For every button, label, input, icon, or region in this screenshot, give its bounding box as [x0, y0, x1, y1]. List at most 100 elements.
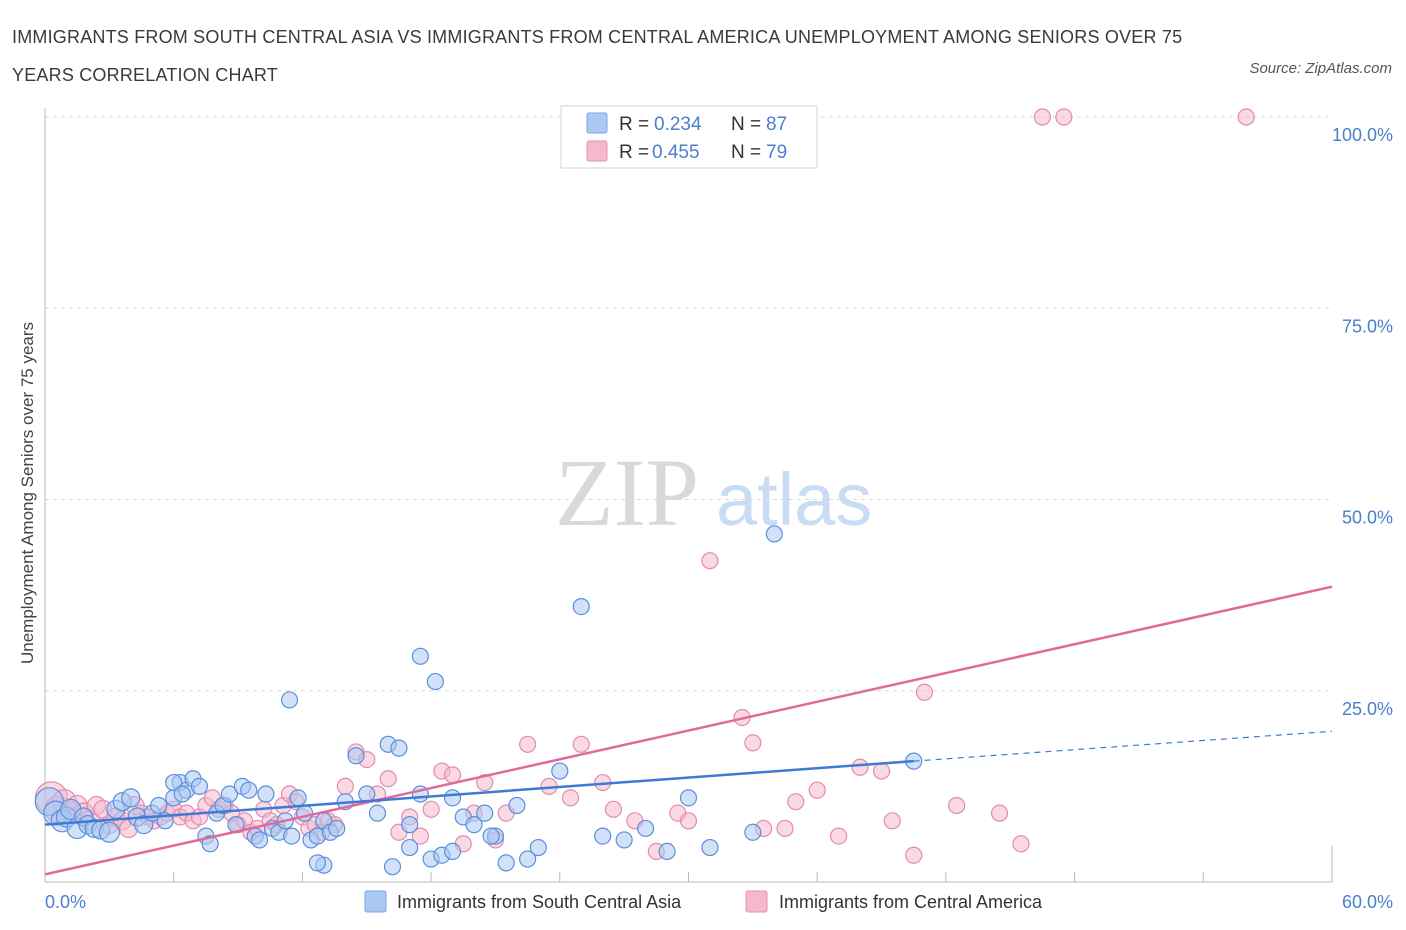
- stats-n-label-blue: N =: [731, 114, 761, 135]
- data-point-central-america: [905, 846, 923, 864]
- data-point-south-central-asia: [383, 858, 402, 876]
- trend-line-south-central-asia-extension: [913, 730, 1333, 762]
- data-point-south-central-asia: [476, 804, 494, 822]
- legend-item-south-central-asia[interactable]: Immigrants from South Central Asia: [364, 890, 682, 913]
- data-point-central-america: [379, 770, 397, 788]
- data-point-south-central-asia: [572, 597, 590, 616]
- data-point-central-america: [1012, 835, 1030, 853]
- data-point-south-central-asia: [482, 827, 500, 845]
- data-point-south-central-asia: [701, 838, 719, 857]
- data-point-south-central-asia: [289, 789, 307, 807]
- data-point-south-central-asia: [173, 785, 191, 803]
- stats-legend: R = 0.234 N = 87 R = 0.455 N = 79: [560, 105, 818, 169]
- legend-swatch-blue: [364, 890, 387, 913]
- data-point-central-america: [1055, 108, 1073, 126]
- data-point-south-central-asia: [658, 842, 676, 861]
- data-point-south-central-asia: [594, 827, 612, 845]
- data-point-central-america: [572, 735, 590, 753]
- data-point-central-america: [915, 683, 934, 701]
- data-point-central-america: [422, 800, 440, 818]
- trend-lines: [44, 585, 1333, 876]
- data-point-central-america: [830, 827, 848, 845]
- data-point-central-america: [604, 800, 623, 818]
- trend-line-central-america: [44, 585, 1333, 876]
- data-point-central-america: [776, 819, 794, 838]
- data-point-central-america: [787, 793, 805, 811]
- legend-item-central-america[interactable]: Immigrants from Central America: [745, 890, 1043, 913]
- stats-r-value-blue: 0.234: [654, 114, 702, 135]
- watermark-zip: ZIP: [555, 439, 699, 546]
- data-point-south-central-asia: [250, 831, 269, 849]
- data-point-south-central-asia: [636, 819, 655, 838]
- x-tick-label: 60.0%: [1342, 892, 1393, 912]
- data-point-south-central-asia: [443, 789, 462, 807]
- data-point-central-america: [411, 827, 429, 845]
- data-point-south-central-asia: [508, 796, 526, 815]
- data-point-south-central-asia: [190, 777, 209, 795]
- data-point-central-america: [336, 777, 354, 795]
- data-point-south-central-asia: [368, 804, 387, 822]
- stats-r-label-blue: R =: [619, 114, 649, 135]
- stats-r-value-pink: 0.455: [652, 142, 700, 163]
- data-point-south-central-asia: [551, 762, 569, 780]
- y-tick-label: 100.0%: [1332, 125, 1393, 145]
- data-point-central-america: [519, 735, 537, 753]
- data-point-south-central-asia: [220, 785, 239, 803]
- data-point-south-central-asia: [529, 838, 547, 857]
- stats-legend-blue-swatch: [586, 112, 608, 134]
- data-point-central-america: [679, 812, 698, 830]
- source-label: Source: ZipAtlas.com: [1249, 60, 1392, 77]
- legend-swatch-pink: [745, 890, 768, 913]
- data-point-central-america: [443, 766, 462, 784]
- x-tick-label: 0.0%: [45, 892, 86, 912]
- x-tick-marks: [173, 846, 1333, 882]
- data-point-south-central-asia: [765, 525, 783, 543]
- gridlines: [45, 116, 1332, 692]
- data-point-south-central-asia: [283, 827, 301, 845]
- stats-n-value-blue: 87: [766, 114, 787, 135]
- data-point-central-america: [872, 762, 891, 780]
- data-point-south-central-asia: [308, 854, 327, 872]
- data-point-central-america: [948, 796, 966, 815]
- stats-n-value-pink: 79: [766, 142, 787, 163]
- data-point-south-central-asia: [519, 850, 537, 868]
- y-axis-label: Unemployment Among Seniors over 75 years: [18, 322, 37, 664]
- data-point-south-central-asia: [150, 796, 168, 815]
- trend-line-south-central-asia: [44, 759, 914, 826]
- data-point-south-central-asia: [121, 788, 141, 808]
- data-point-south-central-asia: [390, 739, 408, 757]
- data-point-south-central-asia: [240, 781, 258, 799]
- data-point-central-america: [1033, 108, 1052, 126]
- data-point-south-central-asia: [497, 854, 515, 872]
- data-point-south-central-asia: [411, 647, 429, 665]
- stats-legend-pink-swatch: [586, 140, 608, 162]
- data-point-central-america: [561, 789, 580, 807]
- data-point-south-central-asia: [347, 747, 365, 765]
- data-point-central-america: [808, 781, 826, 799]
- data-point-south-central-asia: [401, 816, 419, 834]
- data-point-central-america: [990, 804, 1009, 822]
- data-point-south-central-asia: [165, 773, 183, 792]
- data-point-south-central-asia: [615, 831, 633, 849]
- chart-title: IMMIGRANTS FROM SOUTH CENTRAL ASIA VS IM…: [12, 27, 1183, 85]
- y-tick-label: 75.0%: [1342, 316, 1393, 336]
- stats-r-label-pink: R =: [619, 142, 649, 163]
- data-point-central-america: [701, 552, 719, 570]
- data-point-south-central-asia: [744, 823, 762, 841]
- data-point-central-america: [744, 734, 762, 752]
- data-point-central-america: [883, 812, 901, 830]
- tick-labels: 25.0% 50.0% 75.0% 100.0% 0.0% 60.0%: [45, 125, 1393, 912]
- data-point-south-central-asia: [98, 821, 120, 843]
- data-point-south-central-asia: [257, 785, 275, 803]
- data-point-south-central-asia: [280, 691, 299, 709]
- data-point-south-central-asia: [426, 672, 444, 691]
- data-point-south-central-asia: [679, 789, 698, 807]
- data-point-central-america: [1237, 108, 1255, 126]
- y-tick-label: 25.0%: [1342, 699, 1393, 719]
- data-point-south-central-asia: [201, 835, 219, 853]
- legend-label-central-america: Immigrants from Central America: [779, 892, 1043, 912]
- stats-n-label-pink: N =: [731, 142, 761, 163]
- data-point-south-central-asia: [328, 819, 346, 838]
- data-point-south-central-asia: [443, 842, 462, 861]
- data-point-central-america: [851, 758, 869, 776]
